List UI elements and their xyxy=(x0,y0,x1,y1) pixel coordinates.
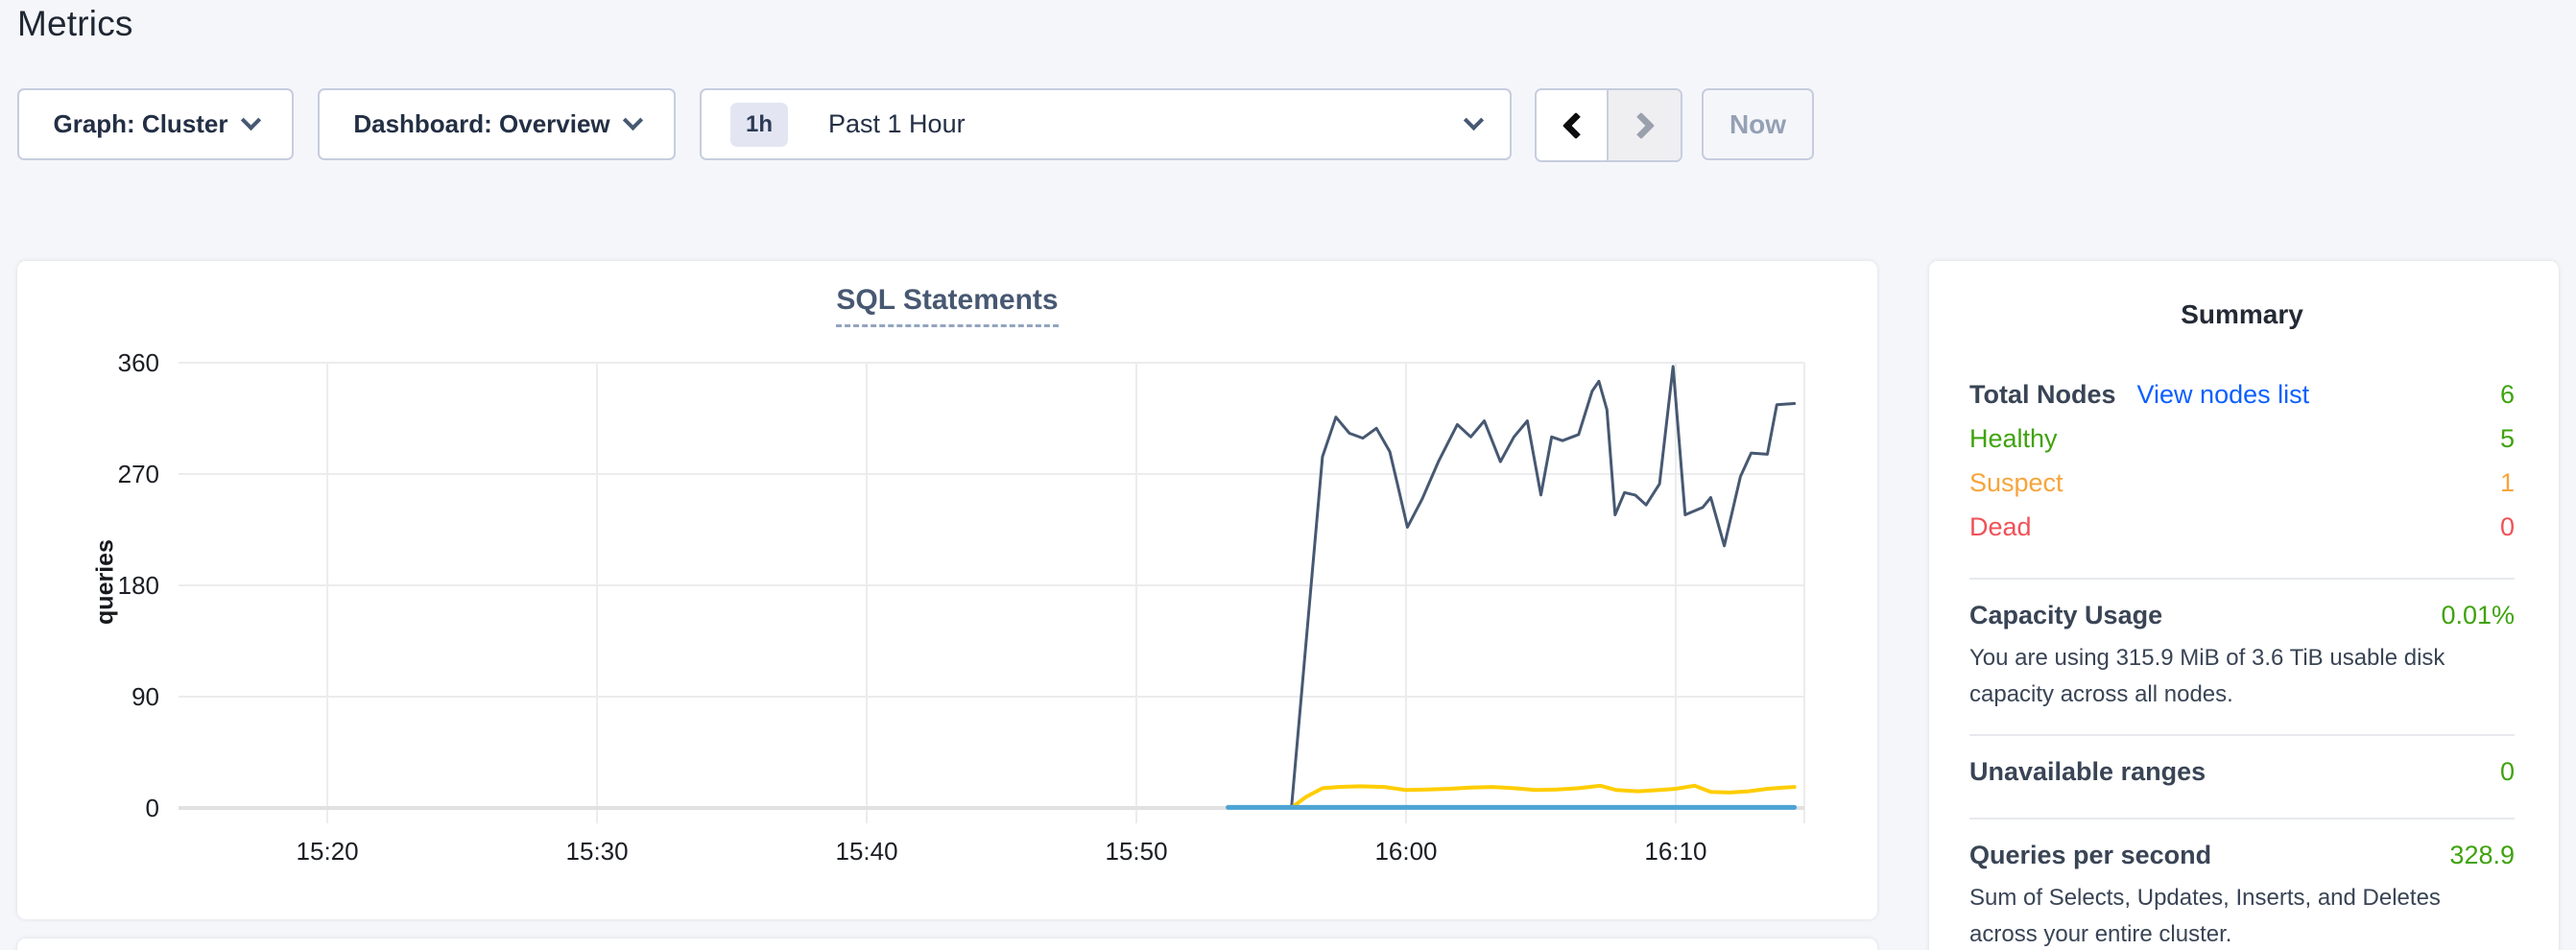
capacity-usage-row: Capacity Usage 0.01% xyxy=(1969,601,2515,630)
previous-time-window-button[interactable] xyxy=(1537,90,1609,160)
svg-text:360: 360 xyxy=(118,348,159,377)
healthy-value: 5 xyxy=(2499,424,2515,453)
svg-text:15:50: 15:50 xyxy=(1105,837,1167,866)
chart-title[interactable]: SQL Statements xyxy=(836,284,1059,327)
chevron-down-icon xyxy=(1463,109,1485,131)
unavailable-ranges-label: Unavailable ranges xyxy=(1969,757,2206,786)
dashboard-dropdown[interactable]: Dashboard: Overview xyxy=(318,88,676,160)
chevron-left-icon xyxy=(1562,111,1589,139)
svg-text:15:30: 15:30 xyxy=(566,837,629,866)
sql-statements-chart[interactable]: 15:20 15:30 15:40 15:50 16:00 16:10 0 90 180 270 3… xyxy=(17,261,1877,919)
total-nodes-row: Total Nodes View nodes list 6 xyxy=(1969,380,2515,424)
unavailable-ranges-row: Unavailable ranges 0 xyxy=(1969,757,2515,787)
next-time-window-button[interactable] xyxy=(1609,90,1681,160)
view-nodes-list-link[interactable]: View nodes list xyxy=(2136,380,2310,409)
divider xyxy=(1969,734,2515,736)
svg-text:180: 180 xyxy=(118,571,159,600)
now-button[interactable]: Now xyxy=(1702,88,1814,160)
summary-title: Summary xyxy=(2181,299,2303,329)
capacity-usage-description: You are using 315.9 MiB of 3.6 TiB usabl… xyxy=(1969,645,2445,707)
divider xyxy=(1969,818,2515,819)
time-range-label: Past 1 Hour xyxy=(828,109,966,138)
healthy-nodes-row: Healthy 5 xyxy=(1969,424,2515,468)
suspect-value: 1 xyxy=(2499,468,2515,497)
svg-text:16:10: 16:10 xyxy=(1644,837,1706,866)
svg-text:15:40: 15:40 xyxy=(836,837,898,866)
total-nodes-value: 6 xyxy=(2499,380,2515,409)
chevron-down-icon xyxy=(622,109,643,131)
svg-text:270: 270 xyxy=(118,460,159,488)
unavailable-ranges-value: 0 xyxy=(2499,757,2515,786)
queries-per-second-value: 328.9 xyxy=(2449,841,2515,869)
time-range-badge: 1h xyxy=(730,102,789,147)
capacity-usage-value: 0.01% xyxy=(2441,601,2515,629)
dashboard-dropdown-label: Dashboard: Overview xyxy=(353,109,610,138)
queries-per-second-row: Queries per second 328.9 xyxy=(1969,841,2515,870)
time-range-dropdown[interactable]: 1h Past 1 Hour xyxy=(700,88,1512,160)
sql-statements-yellow-line xyxy=(1291,783,1797,809)
sql-statements-dark-line xyxy=(1290,365,1797,810)
divider xyxy=(1969,578,2515,580)
queries-per-second-description: Sum of Selects, Updates, Inserts, and De… xyxy=(1969,885,2441,947)
chevron-right-icon xyxy=(1627,111,1655,139)
next-chart-card-partial xyxy=(17,938,1877,950)
svg-text:0: 0 xyxy=(146,794,159,822)
graph-dropdown[interactable]: Graph: Cluster xyxy=(17,88,294,160)
svg-text:90: 90 xyxy=(131,682,159,711)
capacity-usage-label: Capacity Usage xyxy=(1969,601,2163,629)
sql-statements-chart-card: SQL Statements queries 15:20 15:30 15:40 15… xyxy=(17,261,1877,919)
graph-dropdown-label: Graph: Cluster xyxy=(53,109,228,138)
page-title: Metrics xyxy=(17,4,133,43)
healthy-label: Healthy xyxy=(1969,424,2058,453)
dead-label: Dead xyxy=(1969,512,2032,541)
time-window-pager xyxy=(1535,88,1682,162)
svg-text:16:00: 16:00 xyxy=(1374,837,1437,866)
suspect-nodes-row: Suspect 1 xyxy=(1969,468,2515,512)
dead-value: 0 xyxy=(2499,512,2515,541)
dead-nodes-row: Dead 0 xyxy=(1969,512,2515,557)
chevron-down-icon xyxy=(240,109,261,131)
svg-text:15:20: 15:20 xyxy=(297,837,359,866)
queries-per-second-label: Queries per second xyxy=(1969,841,2212,869)
total-nodes-label: Total Nodes xyxy=(1969,380,2116,409)
summary-panel: Summary Total Nodes View nodes list 6 He… xyxy=(1929,261,2559,950)
suspect-label: Suspect xyxy=(1969,468,2063,497)
